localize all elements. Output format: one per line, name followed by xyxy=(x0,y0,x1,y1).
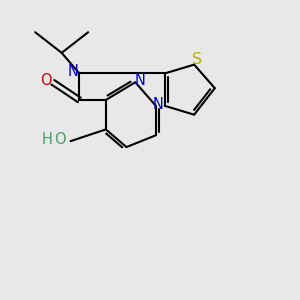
Text: O: O xyxy=(40,73,52,88)
Text: N: N xyxy=(153,97,164,112)
Text: O: O xyxy=(55,132,66,147)
Text: N: N xyxy=(68,64,78,80)
Text: N: N xyxy=(134,73,145,88)
Text: H: H xyxy=(42,132,53,147)
Text: S: S xyxy=(192,52,202,67)
